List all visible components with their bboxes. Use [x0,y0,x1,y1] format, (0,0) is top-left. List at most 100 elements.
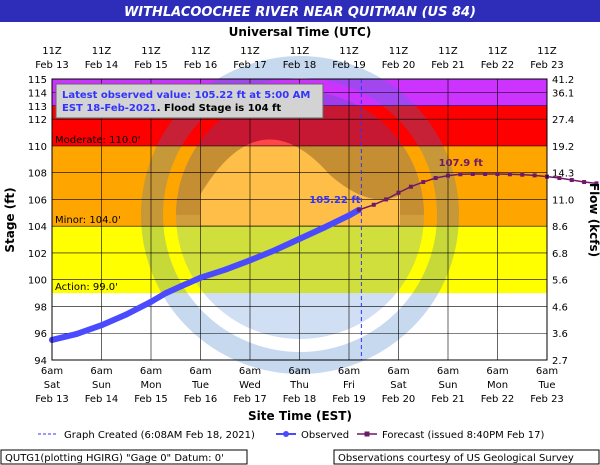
utc-tick-date-0: Feb 13 [35,60,69,71]
site-time-axis-ticks: 6am Sat Feb 13 6am Sun Feb 14 6am Mon Feb 15 6am T… [35,366,564,405]
forecast-point-7 [446,173,450,178]
utc-tick-date-5: Feb 18 [283,60,317,71]
stage-tick-9: 112 [28,115,47,126]
site-time-tick-time-4: 6am [239,366,261,377]
flood-band-label-2: Moderate: 110.0' [55,135,140,146]
latest-observation-box-background [55,83,324,119]
site-time-tick-date-10: Feb 23 [530,394,564,405]
series-layer [49,172,599,343]
utc-tick-time-5: 11Z [290,46,310,57]
site-time-tick-time-5: 6am [288,366,310,377]
forecast-point-14 [532,173,537,178]
observed-point-13 [346,212,352,219]
observed-point-4 [148,298,154,305]
site-time-tick-weekday-5: Thu [289,380,309,391]
observed-point-10 [271,247,278,254]
utc-tick-time-4: 11Z [240,46,260,57]
latest-observation-line-1: Latest observed value: 105.22 ft at 5:00… [62,90,310,101]
flow-axis-ticks: 2.7 3.6 4.6 5.6 6.8 8.6 11.0 14.3 19.2 27.4 36.1 41… [552,75,574,367]
forecast-point-6 [433,176,438,181]
observed-point-2 [98,322,105,329]
forecast-point-18 [582,180,587,185]
stage-tick-2: 98 [34,302,47,313]
site-time-tick-date-7: Feb 20 [382,394,416,405]
utc-axis-ticks: 11Z Feb 13 11Z Feb 14 11Z Feb 15 11Z Feb 16 11Z F… [35,46,564,71]
forecast-point-19 [594,181,599,186]
latest-observation-line-2: EST 18-Feb-2021. Flood Stage is 104 ft [62,103,281,114]
site-time-tick-time-8: 6am [437,366,459,377]
site-time-tick-weekday-6: Fri [343,380,355,391]
forecast-point-8 [458,172,463,177]
forecast-crest-label: 107.9 ft [439,158,483,169]
site-time-tick-date-3: Feb 16 [184,394,218,405]
flow-tick-5: 8.6 [552,222,568,233]
site-time-tick-weekday-0: Sat [44,380,60,391]
y2-axis-title: Flow (kcfs) [587,183,600,257]
site-time-tick-date-0: Feb 13 [35,394,69,405]
stage-tick-3: 100 [28,276,47,287]
seal-upper-half [176,91,424,215]
footer-right-text: Observations courtesy of US Geological S… [338,453,574,464]
forecast-point-4 [408,184,413,189]
footer-left-box [0,449,248,465]
utc-tick-time-3: 11Z [191,46,211,57]
utc-tick-date-4: Feb 17 [233,60,267,71]
flow-tick-6: 11.0 [552,195,574,206]
utc-tick-time-6: 11Z [339,46,359,57]
utc-tick-date-1: Feb 14 [85,60,119,71]
utc-tick-time-7: 11Z [389,46,409,57]
legend-forecast-marker [364,431,370,437]
legend-forecast-label: Forecast (issued 8:40PM Feb 17) [382,430,545,441]
observed-point-9 [247,257,253,264]
forecast-point-12 [507,172,512,177]
site-time-tick-time-3: 6am [189,366,211,377]
y-axis-title: Stage (ft) [3,187,17,252]
flow-tick-0: 2.7 [552,356,568,367]
stage-axis-ticks: 94 96 98 100 102 104 106 108 110 112 113 114 115 [28,75,47,367]
flow-tick-11: 41.2 [552,75,574,86]
site-time-tick-weekday-9: Mon [487,380,508,391]
site-time-tick-weekday-8: Sun [438,380,457,391]
forecast-point-10 [483,172,488,177]
flood-stage-text: . Flood Stage is 104 ft [157,103,282,114]
forecast-point-16 [557,176,562,181]
flow-tick-4: 6.8 [552,249,568,260]
utc-tick-time-9: 11Z [488,46,508,57]
forecast-point-0 [356,207,361,212]
utc-tick-date-9: Feb 22 [481,60,515,71]
site-time-tick-time-10: 6am [536,366,558,377]
site-time-tick-date-6: Feb 19 [332,394,366,405]
stage-tick-1: 96 [34,329,47,340]
site-time-tick-time-9: 6am [486,366,508,377]
site-time-tick-time-6: 6am [338,366,360,377]
flow-tick-3: 5.6 [552,276,568,287]
site-time-tick-date-4: Feb 17 [233,394,267,405]
site-time-tick-weekday-4: Wed [239,380,261,391]
legend-observed-label: Observed [301,430,349,441]
utc-tick-date-8: Feb 21 [431,60,465,71]
flow-tick-9: 27.4 [552,115,574,126]
flood-category-labels: Action: 99.0' Minor: 104.0' Moderate: 110.… [55,135,140,293]
observed-point-1 [73,330,80,337]
stage-tick-10: 113 [28,102,47,113]
utc-tick-time-8: 11Z [438,46,458,57]
flow-tick-8: 19.2 [552,142,574,153]
site-time-tick-time-1: 6am [90,366,112,377]
observed-point-5 [162,290,169,297]
utc-tick-date-6: Feb 19 [332,60,366,71]
footer-left-text: QUTG1(plotting HGIRG) "Gage 0" Datum: 0' [5,453,224,464]
observed-point-6 [177,283,184,290]
legend-observed-marker [283,431,289,437]
utc-tick-time-2: 11Z [141,46,161,57]
forecast-point-2 [384,197,389,202]
observed-point-8 [222,266,229,273]
observed-point-11 [296,235,303,242]
footer-right-box [333,449,600,465]
utc-tick-time-10: 11Z [537,46,557,57]
plot-frame [51,78,548,361]
forecast-point-11 [495,172,500,177]
flow-tick-1: 3.6 [552,329,568,340]
stage-tick-7: 108 [28,169,47,180]
